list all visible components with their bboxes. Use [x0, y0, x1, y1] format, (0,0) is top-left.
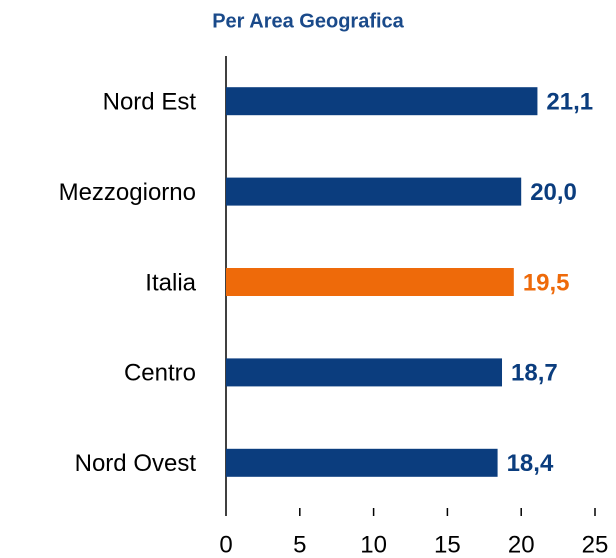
category-label: Centro — [124, 360, 196, 387]
bar — [226, 87, 538, 116]
value-label: 18,7 — [511, 360, 558, 387]
category-label: Mezzogiorno — [59, 179, 196, 206]
x-tick-label: 20 — [508, 531, 535, 558]
category-label: Nord Ovest — [75, 450, 197, 477]
value-label: 20,0 — [530, 179, 577, 206]
x-tick-label: 15 — [434, 531, 461, 558]
x-tick-label: 5 — [293, 531, 306, 558]
chart-title: Per Area Geografica — [212, 10, 404, 32]
x-tick-label: 0 — [219, 531, 232, 558]
x-tick-label: 10 — [360, 531, 387, 558]
bar — [226, 358, 503, 387]
category-label: Nord Est — [103, 89, 197, 116]
value-label: 18,4 — [507, 450, 554, 477]
value-label: 21,1 — [546, 89, 593, 116]
value-label: 19,5 — [523, 269, 570, 296]
x-tick-label: 25 — [582, 531, 609, 558]
bar — [226, 177, 522, 206]
category-label: Italia — [145, 269, 196, 296]
bar — [226, 268, 514, 296]
bar — [226, 448, 498, 477]
